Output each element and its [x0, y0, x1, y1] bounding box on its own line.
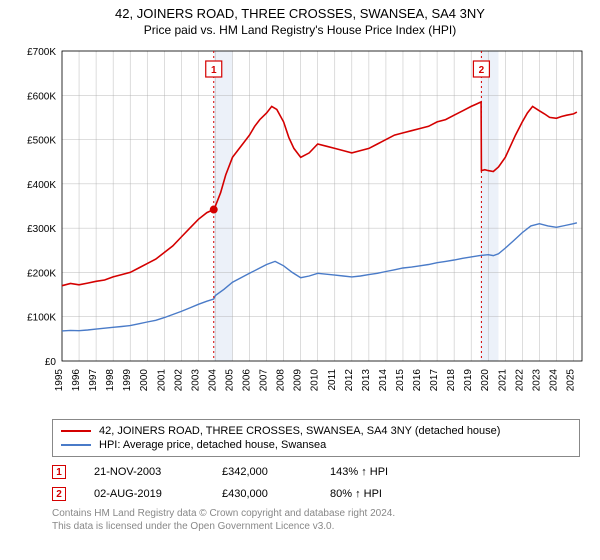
event-marker: 2: [52, 487, 66, 501]
x-tick-label: 2005: [224, 369, 235, 392]
event-diff: 143% ↑ HPI: [330, 466, 430, 478]
highlight-band: [214, 51, 233, 361]
footer-line-1: Contains HM Land Registry data © Crown c…: [52, 507, 580, 520]
event-date: 02-AUG-2019: [94, 488, 194, 500]
x-tick-label: 2017: [429, 369, 440, 392]
y-tick-label: £500K: [27, 136, 56, 147]
y-tick-label: £700K: [27, 47, 56, 58]
chart-area: £0 £100K £200K £300K £400K £500K £600K £700K 199…: [10, 43, 590, 413]
x-tick-label: 2015: [395, 369, 406, 392]
x-tick-label: 2018: [446, 369, 457, 392]
event-price: £430,000: [222, 488, 302, 500]
highlight-band: [481, 51, 499, 361]
x-tick-label: 1999: [122, 369, 133, 392]
event-diff: 80% ↑ HPI: [330, 488, 430, 500]
x-tick-label: 2024: [548, 369, 559, 392]
x-tick-label: 2009: [293, 369, 304, 392]
x-tick-label: 2007: [259, 369, 270, 392]
x-tick-label: 2010: [310, 369, 321, 392]
x-tick-label: 2001: [156, 369, 167, 392]
legend-row: HPI: Average price, detached house, Swan…: [61, 438, 571, 452]
y-tick-label: £600K: [27, 91, 56, 102]
legend-label: HPI: Average price, detached house, Swan…: [99, 439, 326, 451]
footer-note: Contains HM Land Registry data © Crown c…: [52, 507, 580, 533]
y-tick-label: £200K: [27, 268, 56, 279]
y-tick-label: £300K: [27, 224, 56, 235]
x-tick-label: 2004: [207, 369, 218, 392]
marker-label-text: 1: [211, 65, 217, 76]
x-tick-label: 2003: [190, 369, 201, 392]
series-hpi: [62, 223, 577, 331]
x-tick-label: 2008: [276, 369, 287, 392]
x-tick-label: 1996: [71, 369, 82, 392]
x-tick-label: 2025: [565, 369, 576, 392]
x-tick-label: 1995: [54, 369, 65, 392]
event-date: 21-NOV-2003: [94, 466, 194, 478]
event-price: £342,000: [222, 466, 302, 478]
x-tick-label: 2023: [531, 369, 542, 392]
marker-label-text: 2: [479, 65, 485, 76]
x-tick-label: 2019: [463, 369, 474, 392]
legend-swatch: [61, 444, 91, 446]
legend-row: 42, JOINERS ROAD, THREE CROSSES, SWANSEA…: [61, 424, 571, 438]
plot-frame: [62, 51, 582, 361]
footer-line-2: This data is licensed under the Open Gov…: [52, 520, 580, 533]
y-tick-label: £400K: [27, 180, 56, 191]
event-row: 2 02-AUG-2019 £430,000 80% ↑ HPI: [52, 483, 580, 505]
x-tick-label: 2002: [173, 369, 184, 392]
x-tick-label: 2016: [412, 369, 423, 392]
event-marker: 1: [52, 465, 66, 479]
x-tick-label: 2021: [497, 369, 508, 392]
legend-swatch: [61, 430, 91, 432]
chart-container: 42, JOINERS ROAD, THREE CROSSES, SWANSEA…: [0, 0, 600, 560]
series-price_paid: [62, 102, 577, 286]
y-tick-label: £100K: [27, 313, 56, 324]
marker-dot: [210, 206, 218, 214]
x-tick-label: 2013: [361, 369, 372, 392]
x-tick-label: 2012: [344, 369, 355, 392]
x-tick-label: 2000: [139, 369, 150, 392]
x-tick-label: 1998: [105, 369, 116, 392]
legend-box: 42, JOINERS ROAD, THREE CROSSES, SWANSEA…: [52, 419, 580, 457]
x-tick-label: 1997: [88, 369, 99, 392]
title-sub: Price paid vs. HM Land Registry's House …: [0, 23, 600, 37]
x-tick-label: 2006: [242, 369, 253, 392]
x-tick-label: 2014: [378, 369, 389, 392]
title-main: 42, JOINERS ROAD, THREE CROSSES, SWANSEA…: [0, 6, 600, 21]
events-block: 1 21-NOV-2003 £342,000 143% ↑ HPI 2 02-AUG-20…: [52, 461, 580, 505]
event-row: 1 21-NOV-2003 £342,000 143% ↑ HPI: [52, 461, 580, 483]
title-block: 42, JOINERS ROAD, THREE CROSSES, SWANSEA…: [0, 0, 600, 39]
y-tick-label: £0: [45, 357, 57, 368]
x-tick-label: 2022: [514, 369, 525, 392]
legend-label: 42, JOINERS ROAD, THREE CROSSES, SWANSEA…: [99, 425, 500, 437]
chart-svg: £0 £100K £200K £300K £400K £500K £600K £700K 199…: [10, 43, 590, 413]
x-tick-label: 2011: [327, 369, 338, 391]
x-tick-label: 2020: [480, 369, 491, 392]
